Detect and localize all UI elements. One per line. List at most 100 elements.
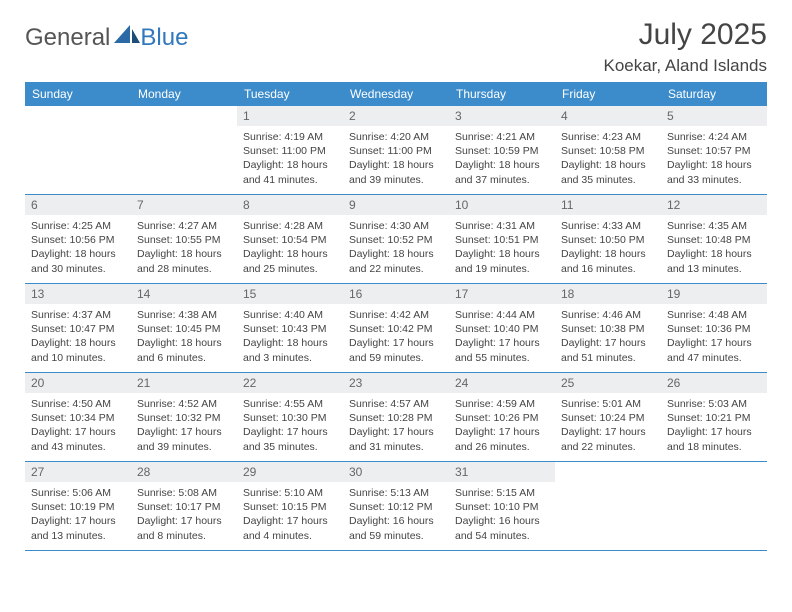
calendar-cell: 9Sunrise: 4:30 AMSunset: 10:52 PMDayligh… — [343, 195, 449, 284]
day-number: 26 — [661, 373, 767, 393]
calendar-cell: 11Sunrise: 4:33 AMSunset: 10:50 PMDaylig… — [555, 195, 661, 284]
sail-icon — [114, 25, 140, 52]
day-number: 11 — [555, 195, 661, 215]
calendar-cell: 31Sunrise: 5:15 AMSunset: 10:10 PMDaylig… — [449, 462, 555, 551]
day-number: 9 — [343, 195, 449, 215]
header-right: July 2025 Koekar, Aland Islands — [603, 18, 767, 76]
calendar-cell: 22Sunrise: 4:55 AMSunset: 10:30 PMDaylig… — [237, 373, 343, 462]
calendar-cell — [131, 106, 237, 195]
day-details: Sunrise: 4:33 AMSunset: 10:50 PMDaylight… — [555, 215, 661, 282]
day-number: 19 — [661, 284, 767, 304]
day-details: Sunrise: 4:40 AMSunset: 10:43 PMDaylight… — [237, 304, 343, 371]
calendar-cell: 28Sunrise: 5:08 AMSunset: 10:17 PMDaylig… — [131, 462, 237, 551]
day-details: Sunrise: 5:01 AMSunset: 10:24 PMDaylight… — [555, 393, 661, 460]
weekday-header: Friday — [555, 82, 661, 106]
weekday-header: Wednesday — [343, 82, 449, 106]
day-number: 2 — [343, 106, 449, 126]
calendar-cell: 5Sunrise: 4:24 AMSunset: 10:57 PMDayligh… — [661, 106, 767, 195]
day-number: 8 — [237, 195, 343, 215]
calendar-row: 13Sunrise: 4:37 AMSunset: 10:47 PMDaylig… — [25, 284, 767, 373]
calendar-cell: 16Sunrise: 4:42 AMSunset: 10:42 PMDaylig… — [343, 284, 449, 373]
calendar-row: 20Sunrise: 4:50 AMSunset: 10:34 PMDaylig… — [25, 373, 767, 462]
day-number: 29 — [237, 462, 343, 482]
day-details: Sunrise: 4:30 AMSunset: 10:52 PMDaylight… — [343, 215, 449, 282]
day-details: Sunrise: 5:03 AMSunset: 10:21 PMDaylight… — [661, 393, 767, 460]
day-number: 4 — [555, 106, 661, 126]
calendar-cell: 30Sunrise: 5:13 AMSunset: 10:12 PMDaylig… — [343, 462, 449, 551]
day-details: Sunrise: 4:42 AMSunset: 10:42 PMDaylight… — [343, 304, 449, 371]
day-number: 28 — [131, 462, 237, 482]
day-details: Sunrise: 4:38 AMSunset: 10:45 PMDaylight… — [131, 304, 237, 371]
day-details: Sunrise: 4:20 AMSunset: 11:00 PMDaylight… — [343, 126, 449, 193]
calendar-cell: 4Sunrise: 4:23 AMSunset: 10:58 PMDayligh… — [555, 106, 661, 195]
day-details: Sunrise: 4:57 AMSunset: 10:28 PMDaylight… — [343, 393, 449, 460]
calendar-cell: 8Sunrise: 4:28 AMSunset: 10:54 PMDayligh… — [237, 195, 343, 284]
calendar-cell: 15Sunrise: 4:40 AMSunset: 10:43 PMDaylig… — [237, 284, 343, 373]
day-number: 15 — [237, 284, 343, 304]
day-details: Sunrise: 4:44 AMSunset: 10:40 PMDaylight… — [449, 304, 555, 371]
day-details: Sunrise: 5:15 AMSunset: 10:10 PMDaylight… — [449, 482, 555, 549]
calendar-cell: 24Sunrise: 4:59 AMSunset: 10:26 PMDaylig… — [449, 373, 555, 462]
calendar-cell: 19Sunrise: 4:48 AMSunset: 10:36 PMDaylig… — [661, 284, 767, 373]
calendar-cell: 23Sunrise: 4:57 AMSunset: 10:28 PMDaylig… — [343, 373, 449, 462]
calendar-cell: 27Sunrise: 5:06 AMSunset: 10:19 PMDaylig… — [25, 462, 131, 551]
day-number: 1 — [237, 106, 343, 126]
calendar-body: 1Sunrise: 4:19 AMSunset: 11:00 PMDayligh… — [25, 106, 767, 551]
calendar-head: SundayMondayTuesdayWednesdayThursdayFrid… — [25, 82, 767, 106]
calendar-cell: 14Sunrise: 4:38 AMSunset: 10:45 PMDaylig… — [131, 284, 237, 373]
page-title: July 2025 — [603, 18, 767, 52]
day-number: 6 — [25, 195, 131, 215]
day-number: 24 — [449, 373, 555, 393]
day-number: 12 — [661, 195, 767, 215]
day-details: Sunrise: 4:35 AMSunset: 10:48 PMDaylight… — [661, 215, 767, 282]
day-details: Sunrise: 4:52 AMSunset: 10:32 PMDaylight… — [131, 393, 237, 460]
day-details: Sunrise: 4:28 AMSunset: 10:54 PMDaylight… — [237, 215, 343, 282]
day-number: 18 — [555, 284, 661, 304]
calendar-cell: 18Sunrise: 4:46 AMSunset: 10:38 PMDaylig… — [555, 284, 661, 373]
weekday-header: Tuesday — [237, 82, 343, 106]
day-details: Sunrise: 4:37 AMSunset: 10:47 PMDaylight… — [25, 304, 131, 371]
calendar-cell: 25Sunrise: 5:01 AMSunset: 10:24 PMDaylig… — [555, 373, 661, 462]
day-details: Sunrise: 4:31 AMSunset: 10:51 PMDaylight… — [449, 215, 555, 282]
brand-text-blue: Blue — [140, 24, 188, 52]
calendar-cell: 6Sunrise: 4:25 AMSunset: 10:56 PMDayligh… — [25, 195, 131, 284]
day-details: Sunrise: 4:23 AMSunset: 10:58 PMDaylight… — [555, 126, 661, 193]
day-number: 31 — [449, 462, 555, 482]
day-number: 25 — [555, 373, 661, 393]
header: General Blue July 2025 Koekar, Aland Isl… — [25, 18, 767, 76]
day-details: Sunrise: 5:13 AMSunset: 10:12 PMDaylight… — [343, 482, 449, 549]
calendar-table: SundayMondayTuesdayWednesdayThursdayFrid… — [25, 82, 767, 551]
calendar-row: 6Sunrise: 4:25 AMSunset: 10:56 PMDayligh… — [25, 195, 767, 284]
day-details: Sunrise: 4:21 AMSunset: 10:59 PMDaylight… — [449, 126, 555, 193]
day-number: 20 — [25, 373, 131, 393]
calendar-cell: 21Sunrise: 4:52 AMSunset: 10:32 PMDaylig… — [131, 373, 237, 462]
day-number: 10 — [449, 195, 555, 215]
weekday-header: Sunday — [25, 82, 131, 106]
calendar-cell: 29Sunrise: 5:10 AMSunset: 10:15 PMDaylig… — [237, 462, 343, 551]
calendar-cell: 13Sunrise: 4:37 AMSunset: 10:47 PMDaylig… — [25, 284, 131, 373]
weekday-header: Saturday — [661, 82, 767, 106]
weekday-header: Thursday — [449, 82, 555, 106]
day-details: Sunrise: 4:46 AMSunset: 10:38 PMDaylight… — [555, 304, 661, 371]
calendar-cell: 26Sunrise: 5:03 AMSunset: 10:21 PMDaylig… — [661, 373, 767, 462]
calendar-cell: 3Sunrise: 4:21 AMSunset: 10:59 PMDayligh… — [449, 106, 555, 195]
calendar-cell: 20Sunrise: 4:50 AMSunset: 10:34 PMDaylig… — [25, 373, 131, 462]
calendar-cell: 2Sunrise: 4:20 AMSunset: 11:00 PMDayligh… — [343, 106, 449, 195]
day-details: Sunrise: 4:19 AMSunset: 11:00 PMDaylight… — [237, 126, 343, 193]
day-details: Sunrise: 5:06 AMSunset: 10:19 PMDaylight… — [25, 482, 131, 549]
calendar-page: General Blue July 2025 Koekar, Aland Isl… — [0, 0, 792, 569]
day-number: 27 — [25, 462, 131, 482]
day-number: 14 — [131, 284, 237, 304]
day-number: 17 — [449, 284, 555, 304]
day-number: 21 — [131, 373, 237, 393]
calendar-cell — [661, 462, 767, 551]
day-number: 7 — [131, 195, 237, 215]
weekday-header: Monday — [131, 82, 237, 106]
day-details: Sunrise: 4:59 AMSunset: 10:26 PMDaylight… — [449, 393, 555, 460]
day-details: Sunrise: 5:10 AMSunset: 10:15 PMDaylight… — [237, 482, 343, 549]
calendar-cell: 17Sunrise: 4:44 AMSunset: 10:40 PMDaylig… — [449, 284, 555, 373]
calendar-cell — [555, 462, 661, 551]
calendar-row: 1Sunrise: 4:19 AMSunset: 11:00 PMDayligh… — [25, 106, 767, 195]
day-number: 5 — [661, 106, 767, 126]
day-details: Sunrise: 4:55 AMSunset: 10:30 PMDaylight… — [237, 393, 343, 460]
